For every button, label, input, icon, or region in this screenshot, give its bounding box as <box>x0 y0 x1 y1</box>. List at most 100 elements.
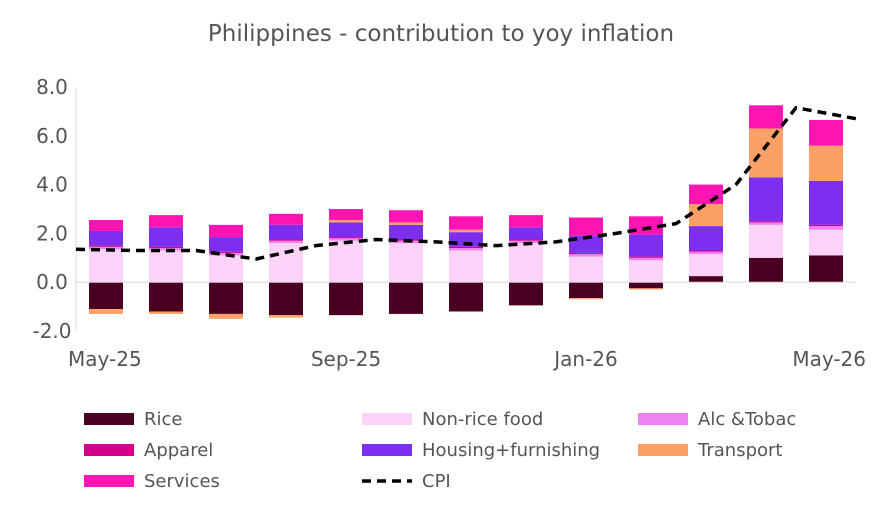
bar-6-3 <box>269 213 303 225</box>
bar-5-2 <box>209 313 243 319</box>
bar-3-0 <box>89 245 123 247</box>
bar-0-9 <box>629 282 663 289</box>
bar-0-8 <box>569 282 603 299</box>
bar-2-12 <box>809 226 843 230</box>
legend-label: Housing+furnishing <box>422 440 600 461</box>
bar-1-0 <box>89 249 123 283</box>
bar-0-10 <box>689 276 723 283</box>
bar-5-4 <box>329 219 363 223</box>
bar-3-11 <box>749 221 783 223</box>
bar-5-6 <box>449 229 483 233</box>
bars-layer <box>89 105 843 319</box>
bar-6-1 <box>149 215 183 228</box>
chart-title: Philippines - contribution to yoy inflat… <box>208 21 674 47</box>
legend-item: Apparel <box>84 440 213 461</box>
bar-1-11 <box>749 224 783 258</box>
bar-5-8 <box>569 298 603 300</box>
bar-4-11 <box>749 177 783 222</box>
legend-item: Housing+furnishing <box>362 440 600 461</box>
bar-5-11 <box>749 128 783 178</box>
bar-1-6 <box>449 250 483 283</box>
legend-label: Rice <box>144 409 182 430</box>
bar-0-2 <box>209 282 243 314</box>
y-tick-label: 2.0 <box>36 221 68 245</box>
bar-2-10 <box>689 251 723 255</box>
legend-swatch <box>638 444 688 456</box>
bar-1-3 <box>269 243 303 283</box>
bar-1-8 <box>569 256 603 283</box>
bar-1-9 <box>629 260 663 283</box>
bar-6-0 <box>89 219 123 231</box>
bar-0-5 <box>389 282 423 314</box>
legend-swatch <box>362 444 412 456</box>
bar-0-4 <box>329 282 363 316</box>
cpi-line <box>75 105 857 261</box>
cpi-line-layer <box>75 105 857 261</box>
bar-4-12 <box>809 180 843 225</box>
bar-4-2 <box>209 237 243 252</box>
bar-5-10 <box>689 204 723 227</box>
x-tick-label: May-25 <box>68 347 142 371</box>
legend-swatch <box>638 413 688 425</box>
bar-6-4 <box>329 209 363 220</box>
y-tick-label: -2.0 <box>32 319 71 343</box>
bar-6-11 <box>749 105 783 129</box>
bar-6-9 <box>629 216 663 235</box>
bar-3-12 <box>809 224 843 227</box>
legend-label: Non-rice food <box>422 409 543 430</box>
bar-4-0 <box>89 230 123 246</box>
bar-0-7 <box>509 282 543 306</box>
x-tick-label: Jan-26 <box>552 347 618 371</box>
bar-0-1 <box>149 282 183 312</box>
y-tick-label: 4.0 <box>36 173 68 197</box>
bar-4-10 <box>689 226 723 251</box>
bar-1-5 <box>389 243 423 283</box>
bar-6-8 <box>569 217 603 236</box>
bar-2-6 <box>449 248 483 251</box>
legend: Rice Non-rice food Alc &Tobac Apparel Housin… <box>84 409 796 492</box>
bar-0-12 <box>809 255 843 283</box>
bar-6-6 <box>449 216 483 230</box>
bar-2-9 <box>629 257 663 261</box>
bar-1-7 <box>509 243 543 283</box>
legend-item: Alc &Tobac <box>638 409 796 430</box>
legend-item: Rice <box>84 409 182 430</box>
legend-label: Alc &Tobac <box>698 409 796 430</box>
bar-4-8 <box>569 235 603 253</box>
bar-3-8 <box>569 252 603 255</box>
bar-3-4 <box>329 237 363 239</box>
bar-4-5 <box>389 224 423 240</box>
tick-labels: -2.0 0.0 2.0 4.0 6.0 8.0 May-25 Sep-25 Jan-26 May… <box>32 75 866 371</box>
bar-5-9 <box>629 288 663 290</box>
bar-6-5 <box>389 210 423 223</box>
bar-1-1 <box>149 250 183 283</box>
bar-0-3 <box>269 282 303 316</box>
bar-5-12 <box>809 145 843 181</box>
bar-5-0 <box>89 309 123 314</box>
bar-6-10 <box>689 184 723 205</box>
bar-6-12 <box>809 119 843 146</box>
legend-swatch <box>362 413 412 425</box>
bar-1-12 <box>809 229 843 256</box>
bar-2-11 <box>749 222 783 225</box>
bar-2-8 <box>569 254 603 257</box>
bar-0-11 <box>749 257 783 283</box>
bar-3-2 <box>209 251 243 253</box>
bar-4-4 <box>329 222 363 238</box>
bar-1-10 <box>689 254 723 277</box>
bar-1-4 <box>329 240 363 283</box>
legend-swatch <box>84 444 134 456</box>
legend-label: CPI <box>422 471 451 492</box>
bar-2-3 <box>269 240 303 244</box>
y-tick-label: 0.0 <box>36 270 68 294</box>
legend-item: Non-rice food <box>362 409 543 430</box>
legend-item: Transport <box>638 440 782 461</box>
y-tick-label: 6.0 <box>36 124 68 148</box>
bar-3-6 <box>449 246 483 249</box>
bar-4-7 <box>509 227 543 240</box>
legend-item: CPI <box>362 471 451 492</box>
bar-0-0 <box>89 282 123 310</box>
axes-layer <box>75 87 856 331</box>
legend-swatch <box>84 475 134 487</box>
